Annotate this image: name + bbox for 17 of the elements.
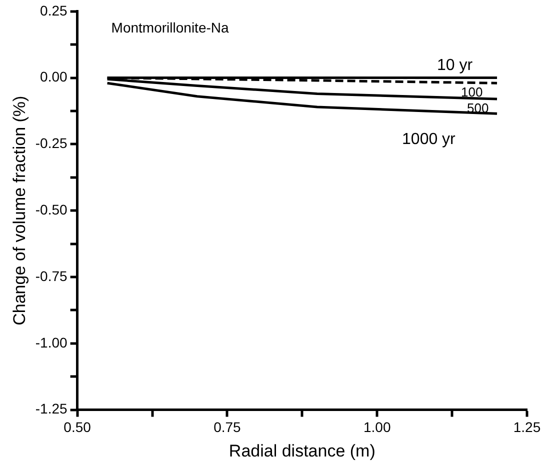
y-tick-label: -0.50 [35,201,68,218]
y-tick-label: 0.00 [40,68,68,85]
y-axis-title: Change of volume fraction (%) [10,96,29,326]
x-tick-label: 1.25 [513,419,541,436]
series-label: 100 [461,84,483,100]
x-tick-label: 0.50 [64,419,92,436]
x-tick-label: 0.75 [214,419,242,436]
y-tick-label: 0.25 [40,2,68,18]
x-tick-label: 1.00 [363,419,391,436]
x-axis-title: Radial distance (m) [228,441,376,460]
series-label: 10 yr [437,57,474,74]
y-tick-label: -0.25 [35,135,68,152]
y-tick-label: -1.25 [35,400,68,417]
y-tick-label: -1.00 [35,334,68,350]
series-label: 1000 yr [402,131,456,148]
annotation: Montmorillonite-Na [111,19,230,36]
y-tick-label: -0.75 [35,268,68,284]
